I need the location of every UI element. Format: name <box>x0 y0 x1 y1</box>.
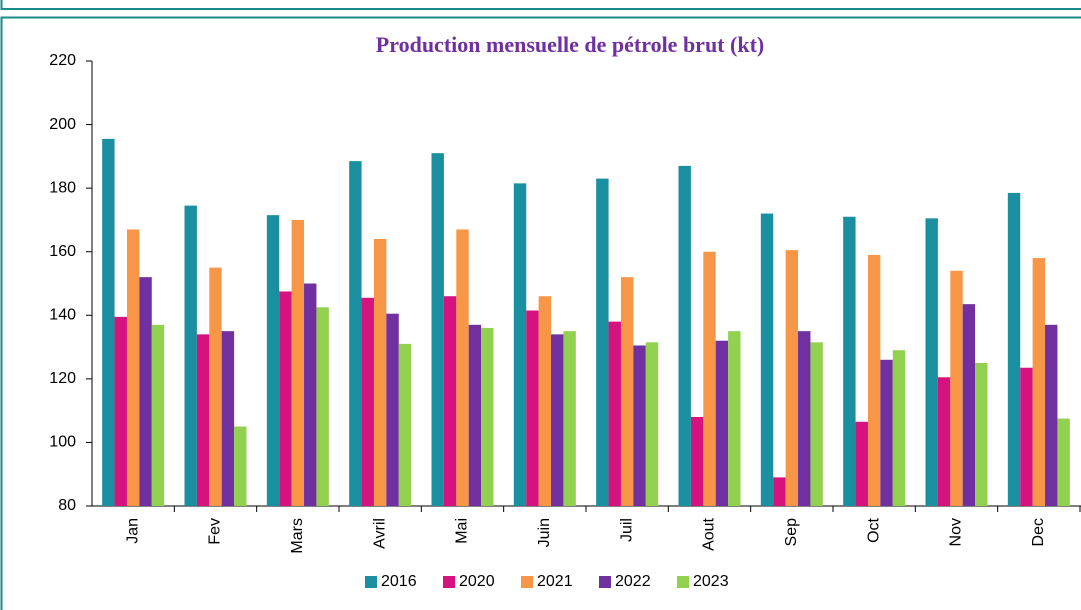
bar <box>950 270 963 506</box>
bar <box>279 291 292 506</box>
y-tick-label: 120 <box>49 370 76 387</box>
x-tick-label: Dec <box>1030 518 1047 546</box>
bar <box>690 417 704 506</box>
bar <box>139 277 152 506</box>
bar <box>645 342 659 506</box>
top-frame <box>0 0 1081 10</box>
bar <box>151 324 165 506</box>
bar <box>596 178 609 506</box>
bar <box>760 213 774 507</box>
legend-label: 2022 <box>615 573 651 590</box>
legend-swatch <box>677 576 689 588</box>
bar <box>728 331 741 506</box>
bar <box>349 161 362 506</box>
legend-swatch <box>365 576 377 588</box>
bar <box>937 377 951 506</box>
chart-title: Production mensuelle de pétrole brut (kt… <box>376 32 764 57</box>
x-tick-label: Juin <box>536 518 553 547</box>
bar <box>196 334 210 506</box>
legend-label: 2023 <box>693 573 729 590</box>
bar <box>1020 367 1033 506</box>
bar <box>608 321 621 506</box>
bar <box>481 328 494 506</box>
bar <box>1045 324 1058 506</box>
bar <box>468 324 482 506</box>
bar <box>114 316 127 506</box>
bar <box>316 307 329 506</box>
bar <box>892 350 906 506</box>
legend-label: 2020 <box>459 573 495 590</box>
bar <box>773 477 786 506</box>
legend-swatch <box>599 576 611 588</box>
bar <box>1057 418 1070 506</box>
bar <box>221 331 235 506</box>
x-tick-label: Oct <box>865 517 882 542</box>
bar <box>633 345 646 506</box>
bar <box>563 331 576 506</box>
bar <box>855 421 868 506</box>
y-tick-label: 200 <box>49 116 76 133</box>
y-tick-label: 80 <box>58 497 76 514</box>
bar <box>810 342 823 506</box>
bar <box>304 283 317 506</box>
y-tick-label: 220 <box>49 52 76 69</box>
bar <box>620 277 634 506</box>
bar <box>456 229 469 506</box>
legend-label: 2016 <box>381 573 417 590</box>
bar <box>513 183 527 506</box>
bar <box>373 239 387 506</box>
legend-swatch <box>521 576 533 588</box>
bar <box>1032 258 1046 506</box>
bar <box>443 296 457 506</box>
bar <box>361 297 374 506</box>
bar <box>184 205 197 506</box>
bar <box>234 426 247 506</box>
bar <box>398 343 412 506</box>
bar <box>1007 192 1021 507</box>
chart-frame <box>0 16 1081 610</box>
bar <box>798 331 811 506</box>
bar <box>785 250 799 506</box>
bar <box>291 219 305 506</box>
bar <box>867 254 881 506</box>
y-tick-label: 140 <box>49 307 76 324</box>
x-tick-label: Mai <box>454 518 471 544</box>
bar <box>538 296 552 506</box>
bar <box>843 216 856 506</box>
x-tick-label: Juil <box>618 518 635 542</box>
y-tick-label: 100 <box>49 434 76 451</box>
bar <box>678 165 691 506</box>
x-tick-label: Jan <box>124 518 141 544</box>
x-tick-label: Aout <box>701 517 718 550</box>
bar <box>431 153 444 506</box>
bar <box>551 334 564 506</box>
bar <box>715 340 729 506</box>
x-tick-label: Mars <box>289 518 306 554</box>
bar <box>102 138 115 506</box>
x-tick-label: Nov <box>948 518 965 546</box>
bar <box>209 267 222 506</box>
bar <box>703 251 716 506</box>
x-tick-label: Sep <box>783 518 800 547</box>
bar <box>386 313 399 506</box>
bar <box>526 310 539 506</box>
legend-label: 2021 <box>537 573 573 590</box>
bar <box>962 304 976 506</box>
legend-swatch <box>443 576 455 588</box>
bar <box>975 362 988 506</box>
bar <box>925 218 938 506</box>
x-tick-label: Fev <box>207 518 224 545</box>
bar <box>880 359 893 506</box>
y-tick-label: 160 <box>49 243 76 260</box>
y-tick-label: 180 <box>49 179 76 196</box>
bar <box>266 215 280 507</box>
bar <box>126 229 140 506</box>
x-tick-label: Avril <box>371 518 388 549</box>
